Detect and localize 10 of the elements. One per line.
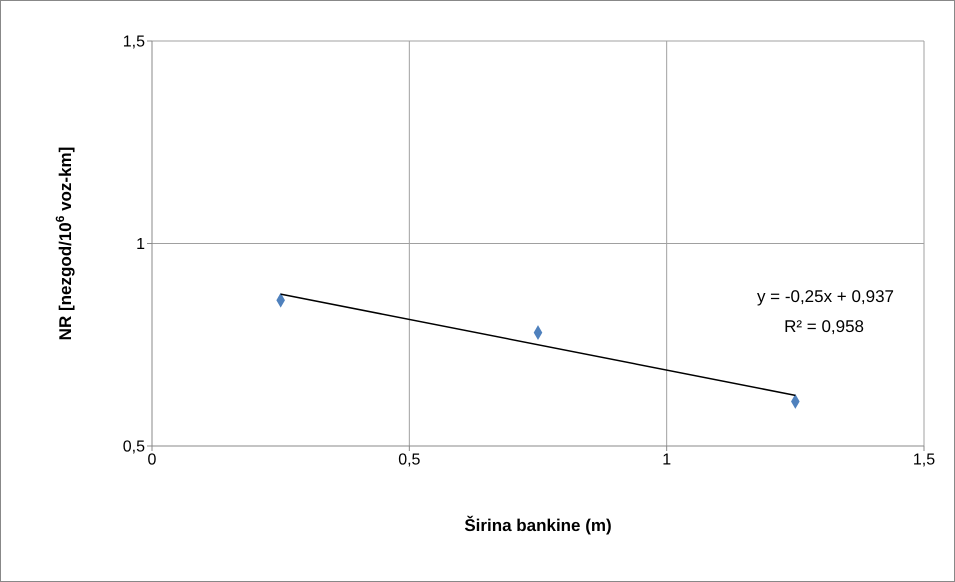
x-tick-label: 0,5 (398, 451, 421, 468)
x-tick-label: 1 (662, 451, 672, 468)
x-tick-label: 1,5 (912, 451, 936, 468)
annotation: R² = 0,958 (784, 317, 864, 337)
y-tick-label: 1 (136, 236, 146, 254)
x-tick-label: 0 (148, 451, 157, 468)
y-tick-label: 0,5 (122, 438, 146, 456)
annotation: y = -0,25x + 0,937 (756, 287, 894, 307)
x-axis-title: Širina bankine (m) (464, 515, 612, 535)
y-tick-label: 1,5 (122, 34, 146, 51)
